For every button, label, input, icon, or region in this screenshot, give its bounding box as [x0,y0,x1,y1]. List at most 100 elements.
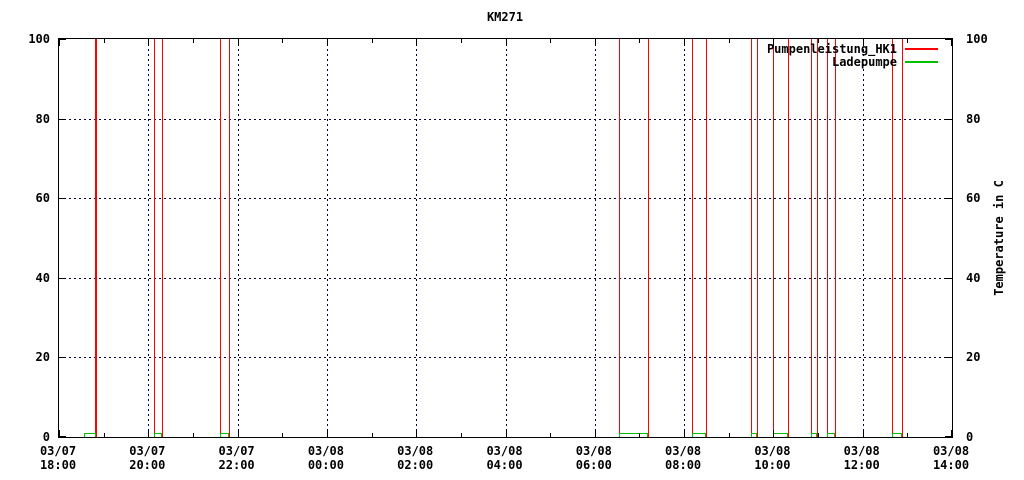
pumpenleistung-pulse-rise [220,39,222,437]
x-minor-tick-bottom [639,433,641,437]
v-gridline [148,39,150,437]
y-tick-label-right: 40 [966,270,981,285]
legend-label-pumpenleistung-hk1: Pumpenleistung_HK1 [766,41,897,56]
y-tick-label-right: 0 [966,430,974,444]
x-minor-tick-top [818,39,820,43]
x-major-tick-bottom [862,430,864,437]
x-minor-tick-top [371,39,373,43]
y-major-tick-right [945,357,952,359]
x-tick-label: 03/08 08:00 [665,444,702,472]
x-major-tick-top [594,39,596,46]
x-tick-label: 03/08 12:00 [843,444,880,472]
v-gridline [326,39,328,437]
legend-item-pumpenleistung-hk1: Pumpenleistung_HK1 [766,41,938,56]
x-minor-tick-bottom [728,433,730,437]
v-gridline [505,39,507,437]
x-minor-tick-bottom [460,433,462,437]
x-major-tick-bottom [684,430,686,437]
y-tick-label-right: 20 [966,350,981,365]
pumpenleistung-pulse-fall [705,39,707,437]
x-major-tick-bottom [773,430,775,437]
pumpenleistung-pulse-fall [902,39,904,437]
x-minor-tick-top [103,39,105,43]
x-tick-label: 03/07 22:00 [218,444,255,472]
ladepumpe-pulse [692,433,706,437]
y-tick-label-right: 60 [966,191,981,206]
chart-title: KM271 [486,10,524,24]
y-tick-label-left: 20 [35,350,50,365]
x-tick-label: 03/07 20:00 [129,444,166,472]
y-tick-label-left: 0 [42,430,50,444]
ladepumpe-pulse [826,433,836,437]
x-major-tick-top [684,39,686,46]
x-minor-tick-top [460,39,462,43]
pumpenleistung-pulse-rise [811,39,813,437]
pumpenleistung-pulse-rise [826,39,828,437]
series-layer [59,39,952,437]
v-gridline [773,39,775,437]
x-major-tick-top [416,39,418,46]
x-tick-label: 03/08 14:00 [932,444,970,472]
pumpenleistung-pulse-rise [772,39,774,437]
grid-layer [59,39,952,437]
pumpenleistung-pulse-rise [95,39,97,437]
y-tick-label-left: 40 [35,270,50,285]
pumpenleistung-pulse-rise [751,39,753,437]
x-major-tick-bottom [416,430,418,437]
v-gridline [862,39,864,437]
y-major-tick-right [945,277,952,279]
pumpenleistung-pulse-rise [892,39,894,437]
y-tick-label-left: 80 [35,111,50,126]
tick-layer [59,39,952,437]
pumpenleistung-pulse-fall [787,39,789,437]
pumpenleistung-pulse-rise [153,39,155,437]
x-minor-tick-bottom [907,433,909,437]
y-tick-label-left: 100 [28,32,50,46]
pumpenleistung-pulse-fall [229,39,231,437]
x-tick-label: 03/08 06:00 [575,444,612,472]
ladepumpe-pulse [811,433,817,437]
x-major-tick-bottom [237,430,239,437]
x-tick-label: 03/08 02:00 [397,444,434,472]
x-minor-tick-bottom [550,433,552,437]
x-minor-tick-top [639,39,641,43]
x-minor-tick-top [907,39,909,43]
y-tick-label-right: 80 [966,111,981,126]
legend: Pumpenleistung_HK1 Ladepumpe [766,41,938,69]
x-major-tick-bottom [594,430,596,437]
y-major-tick-left [59,436,66,437]
ladepumpe-pulse [153,433,162,437]
plot-area: Pumpenleistung_HK1 Ladepumpe [58,38,953,438]
y-major-tick-left [59,198,66,200]
y-major-tick-left [59,118,66,120]
x-minor-tick-bottom [818,433,820,437]
y-major-tick-right [945,436,952,437]
x-tick-label: 03/08 04:00 [486,444,523,472]
x-minor-tick-bottom [103,433,105,437]
v-gridline [416,39,418,437]
x-major-tick-bottom [505,430,507,437]
x-minor-tick-top [550,39,552,43]
x-major-tick-top [951,39,952,46]
x-major-tick-top [862,39,864,46]
x-major-tick-top [326,39,328,46]
v-gridline [594,39,596,437]
pumpenleistung-pulse-fall [96,39,98,437]
pumpenleistung-pulse-rise [692,39,694,437]
v-gridline [684,39,686,437]
y-tick-label-left: 60 [35,191,50,206]
x-minor-tick-top [728,39,730,43]
y-major-tick-right [945,39,952,40]
legend-label-ladepumpe: Ladepumpe [831,54,897,69]
y-major-tick-left [59,357,66,359]
y-major-tick-left [59,39,66,40]
ladepumpe-pulse [772,433,788,437]
x-major-tick-top [237,39,239,46]
ladepumpe-pulse [751,433,758,437]
legend-item-ladepumpe: Ladepumpe [767,54,938,69]
x-tick-label: 03/08 00:00 [307,444,344,472]
x-tick-label: 03/08 10:00 [754,444,791,472]
pumpenleistung-pulse-fall [647,39,649,437]
pumpenleistung-pulse-rise [618,39,620,437]
